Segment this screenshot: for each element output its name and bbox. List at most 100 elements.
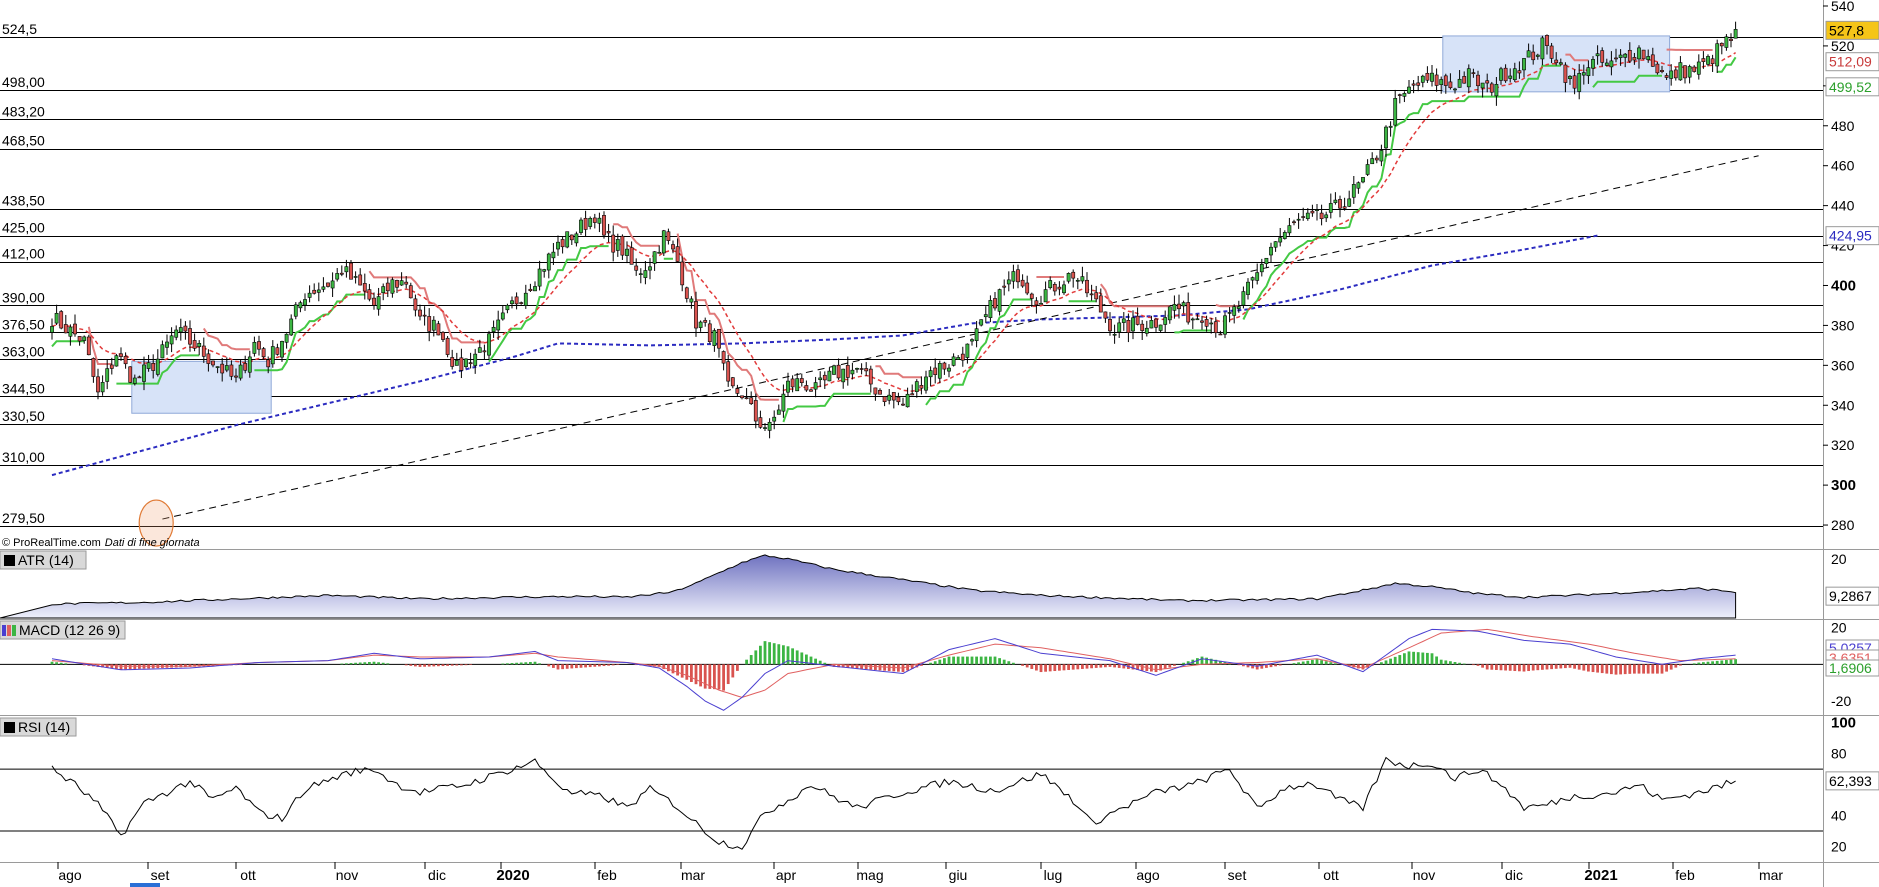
candle-body: [1089, 293, 1094, 296]
macd-hist-bar: [1099, 664, 1103, 668]
candle: [781, 384, 786, 418]
candle-body: [859, 368, 864, 370]
macd-hist-bar: [1311, 659, 1314, 665]
candle-body: [1466, 68, 1471, 88]
candle-body: [611, 234, 616, 253]
candle-body: [349, 262, 353, 280]
candle-body: [1531, 51, 1536, 61]
candle: [850, 362, 855, 380]
candle-body: [418, 309, 422, 317]
macd-hist-bar: [1642, 664, 1645, 674]
candle-body: [1025, 282, 1030, 294]
candle: [441, 331, 445, 342]
candle-body: [1108, 319, 1112, 332]
macd-hist-bar: [694, 664, 698, 685]
candle-body: [1545, 35, 1549, 46]
macd-hist-bar: [1587, 664, 1590, 672]
candle-body: [1319, 212, 1324, 220]
macd-hist-bar: [1554, 664, 1558, 669]
candle: [1563, 62, 1568, 93]
level-label: 524,5: [2, 21, 37, 37]
candle: [1701, 51, 1706, 69]
candle: [542, 268, 547, 278]
candle: [1706, 54, 1710, 67]
atr-last-box: [1825, 586, 1879, 606]
macd-hist-bar: [101, 664, 104, 668]
candle: [1489, 81, 1494, 96]
candle-body: [666, 231, 671, 241]
candle-body: [307, 292, 312, 298]
candle: [947, 364, 951, 378]
candle: [804, 380, 809, 392]
candle-body: [579, 219, 583, 233]
macd-hist-bar: [1196, 658, 1199, 665]
candle: [951, 353, 956, 367]
candle: [1669, 64, 1674, 86]
candle: [459, 348, 464, 379]
candle: [1673, 67, 1678, 81]
level-label: 376,50: [2, 316, 45, 332]
candle: [1025, 275, 1030, 296]
candle: [224, 357, 229, 373]
candle-body: [220, 363, 225, 374]
macd-hist-bar: [952, 656, 955, 665]
macd-hist-bar: [1071, 664, 1075, 670]
candle-body: [602, 215, 606, 236]
candle: [1002, 279, 1007, 296]
candle: [960, 346, 965, 367]
macd-hist-bar: [584, 664, 587, 668]
candle: [565, 231, 570, 249]
candle: [1052, 282, 1057, 296]
macd-hist-bar: [1357, 664, 1360, 669]
horizontal-scrollbar[interactable]: [130, 883, 160, 887]
candle: [261, 347, 266, 359]
candle-body: [192, 340, 197, 349]
candle-body: [1135, 315, 1140, 325]
macd-hist-bar: [860, 664, 863, 669]
candle: [376, 287, 381, 316]
macd-hist-bar: [869, 664, 873, 670]
candle-body: [795, 378, 800, 392]
candle-body: [1586, 67, 1591, 77]
candle: [809, 388, 813, 392]
candle: [326, 282, 330, 288]
macd-hist-bar: [1398, 655, 1402, 665]
macd-hist-bar: [736, 664, 739, 671]
candle-body: [1029, 293, 1034, 299]
candle-body: [970, 339, 974, 342]
candle-body: [744, 397, 749, 400]
candle: [1108, 312, 1112, 336]
candle: [703, 317, 708, 327]
candle-body: [1052, 283, 1057, 292]
candle-body: [1227, 312, 1232, 314]
candle-body: [804, 385, 809, 391]
macd-hist-bar: [1380, 662, 1383, 665]
candle-body: [362, 283, 367, 292]
candle-body: [1379, 150, 1384, 162]
candle-body: [211, 360, 215, 366]
candle-body: [689, 298, 694, 303]
candle: [740, 395, 744, 400]
candle-body: [1011, 271, 1016, 282]
candle-body: [1043, 289, 1048, 303]
candle: [1370, 152, 1375, 165]
candle-body: [1618, 54, 1623, 59]
candle: [238, 360, 243, 381]
candle: [1167, 306, 1172, 324]
candle: [1650, 47, 1655, 67]
candle: [220, 357, 225, 382]
candle: [1411, 80, 1416, 94]
scrollbar-thumb[interactable]: [130, 883, 160, 887]
candle: [1448, 73, 1453, 90]
y-tick-label: 340: [1831, 397, 1855, 413]
candle-body: [993, 298, 997, 309]
macd-hist-bar: [1605, 664, 1609, 674]
macd-hist-bar: [772, 643, 776, 665]
macd-line: [51, 628, 1736, 711]
y-tick-label: 480: [1831, 118, 1855, 134]
candle: [73, 314, 77, 337]
candle: [1586, 60, 1591, 84]
candle-body: [335, 273, 340, 280]
candle: [1071, 269, 1076, 288]
candle-body: [979, 319, 984, 326]
